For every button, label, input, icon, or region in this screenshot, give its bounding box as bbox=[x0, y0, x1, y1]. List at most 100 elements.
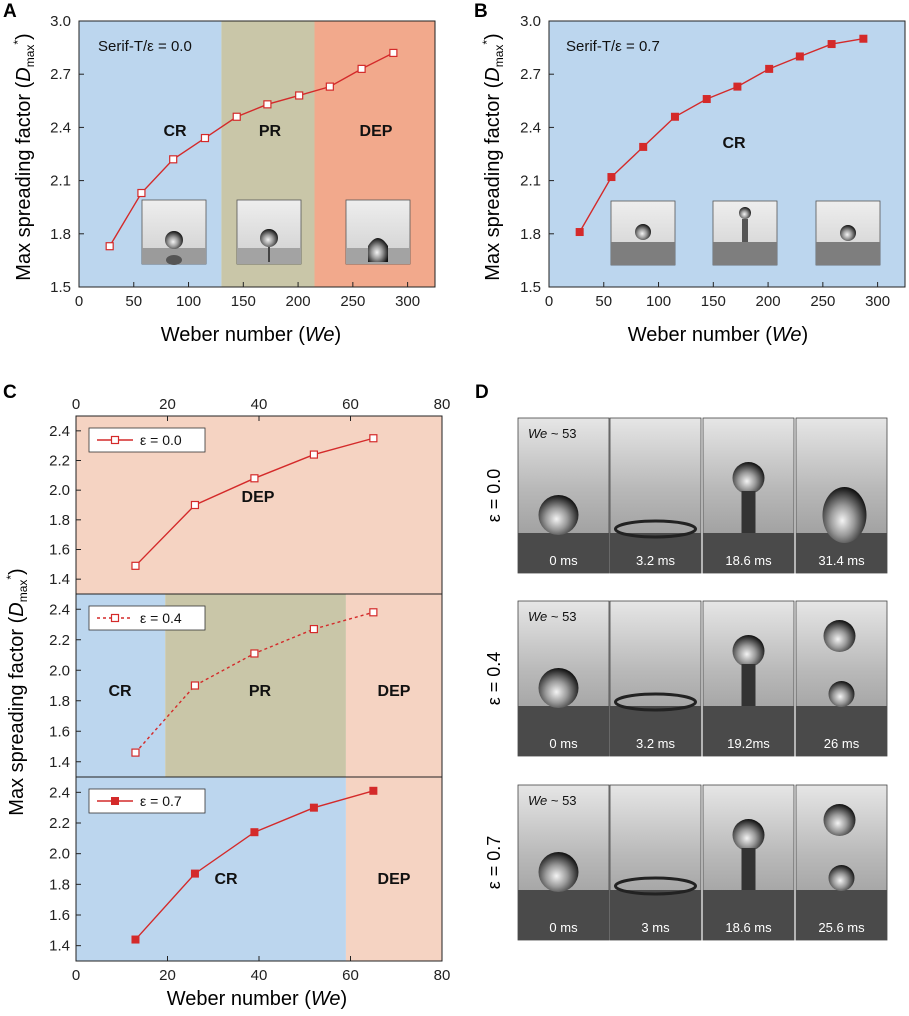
panel-label-c: C bbox=[3, 382, 17, 403]
legend-marker bbox=[110, 435, 120, 445]
photo-frame: 18.6 ms bbox=[702, 417, 795, 574]
panel-label-a: A bbox=[3, 1, 17, 22]
substrate bbox=[610, 533, 701, 573]
chart-a: 0 50 100 150 200 250 300 1.5 1.8 2.1 2.4 2.7 3.0 CR P… bbox=[11, 13, 436, 346]
series-line bbox=[579, 38, 864, 233]
data-point bbox=[309, 803, 318, 812]
inset-droplet-photo bbox=[712, 200, 778, 266]
y-tick-label: 1.8 bbox=[49, 876, 70, 893]
region-dep bbox=[345, 594, 442, 777]
chart-b-x-axis-label: Weber number (We) bbox=[628, 324, 808, 346]
substrate bbox=[518, 706, 609, 756]
x-tick-label: 0 bbox=[72, 967, 80, 984]
time-label: 0 ms bbox=[549, 553, 578, 568]
x-tick-label: 150 bbox=[701, 293, 726, 310]
time-label: 3.2 ms bbox=[636, 553, 676, 568]
droplet bbox=[823, 804, 856, 836]
substrate bbox=[518, 890, 609, 940]
data-point bbox=[325, 82, 334, 91]
time-label: 18.6 ms bbox=[725, 920, 772, 935]
jet bbox=[741, 848, 756, 890]
photo-frame: 3.2 ms bbox=[609, 417, 702, 574]
x-tick-label: 200 bbox=[756, 293, 781, 310]
legend: ε = 0.4 bbox=[88, 605, 206, 631]
row-label: ε = 0.0 bbox=[484, 469, 504, 523]
chart-a-x-axis-label: Weber number (We) bbox=[161, 324, 341, 346]
x-tick-label: 0 bbox=[545, 293, 553, 310]
data-point bbox=[309, 450, 318, 459]
top-x-tick-label: 40 bbox=[251, 396, 268, 413]
x-tick-label: 100 bbox=[646, 293, 671, 310]
droplet bbox=[538, 852, 579, 892]
photo-sequence-panel: ε = 0.0 0 ms 3.2 ms 18.6 ms 31.4 ms We ~ 53 ε … bbox=[484, 417, 888, 941]
row-label: ε = 0.4 bbox=[484, 652, 504, 706]
y-tick-label: 1.4 bbox=[49, 754, 70, 771]
x-tick-label: 60 bbox=[342, 967, 359, 984]
y-tick-label: 2.7 bbox=[50, 66, 71, 83]
droplet bbox=[732, 819, 765, 851]
top-x-tick-label: 0 bbox=[72, 396, 80, 413]
photo-frame: 0 ms bbox=[517, 600, 610, 757]
region-label: DEP bbox=[378, 871, 411, 888]
droplet bbox=[822, 487, 867, 543]
y-tick-label: 3.0 bbox=[520, 13, 541, 30]
region-label: PR bbox=[259, 123, 282, 140]
data-point bbox=[190, 681, 200, 690]
x-tick-label: 200 bbox=[286, 293, 311, 310]
inset-droplet-photo bbox=[610, 200, 676, 266]
y-tick-label: 2.1 bbox=[50, 173, 71, 190]
chart-c: 1.4 1.6 1.8 2.0 2.2 2.4 1.4 1.6 1.8 2.0 2.2 2.4 1.4 1… bbox=[4, 396, 450, 1010]
data-point bbox=[190, 869, 199, 878]
y-tick-label: 1.8 bbox=[49, 693, 70, 710]
photo-frame: 25.6 ms bbox=[795, 784, 888, 941]
y-tick-label: 1.6 bbox=[49, 542, 70, 559]
y-tick-label: 1.5 bbox=[50, 279, 71, 296]
data-point bbox=[369, 786, 378, 795]
droplet bbox=[828, 865, 855, 891]
x-tick-label: 300 bbox=[865, 293, 890, 310]
data-point bbox=[137, 188, 146, 198]
legend-box bbox=[88, 605, 206, 631]
x-tick-label: 250 bbox=[810, 293, 835, 310]
x-tick-label: 0 bbox=[75, 293, 83, 310]
y-tick-label: 2.4 bbox=[49, 784, 70, 801]
region-label: CR bbox=[722, 135, 746, 152]
photo-frame: 26 ms bbox=[795, 600, 888, 757]
legend-label: ε = 0.4 bbox=[140, 610, 182, 626]
y-tick-label: 2.4 bbox=[49, 423, 70, 440]
data-point bbox=[733, 82, 742, 91]
x-tick-label: 40 bbox=[251, 967, 268, 984]
chart-c-x-axis-label: Weber number (We) bbox=[167, 988, 347, 1010]
x-tick-label: 80 bbox=[434, 967, 451, 984]
time-label: 0 ms bbox=[549, 736, 578, 751]
panel-label-d: D bbox=[475, 382, 489, 403]
y-tick-label: 1.8 bbox=[520, 226, 541, 243]
legend-marker bbox=[111, 797, 119, 805]
inset-droplet-photo bbox=[815, 200, 881, 266]
data-point bbox=[765, 64, 774, 73]
y-tick-label: 1.5 bbox=[520, 279, 541, 296]
droplet bbox=[538, 495, 579, 535]
data-point bbox=[670, 112, 679, 121]
time-label: 25.6 ms bbox=[818, 920, 865, 935]
chart-a-y-axis-label: Max spreading factor (Dmax*) bbox=[11, 33, 37, 280]
photo-frame: 3 ms bbox=[609, 784, 702, 941]
region-label: CR bbox=[108, 683, 132, 700]
substrate bbox=[703, 706, 794, 756]
chart-b-insets bbox=[610, 200, 881, 266]
time-label: 3 ms bbox=[641, 920, 670, 935]
droplet bbox=[732, 462, 765, 494]
y-tick-label: 1.4 bbox=[49, 938, 70, 955]
data-point bbox=[295, 91, 304, 100]
x-tick-label: 100 bbox=[176, 293, 201, 310]
region-label: PR bbox=[249, 683, 272, 700]
legend: ε = 0.7 bbox=[88, 788, 206, 814]
data-point bbox=[389, 48, 398, 58]
legend-label: ε = 0.0 bbox=[140, 432, 182, 448]
data-point bbox=[827, 40, 836, 49]
data-point bbox=[639, 142, 648, 151]
y-tick-label: 1.4 bbox=[49, 571, 70, 588]
data-point bbox=[795, 52, 804, 61]
data-point bbox=[232, 112, 241, 121]
